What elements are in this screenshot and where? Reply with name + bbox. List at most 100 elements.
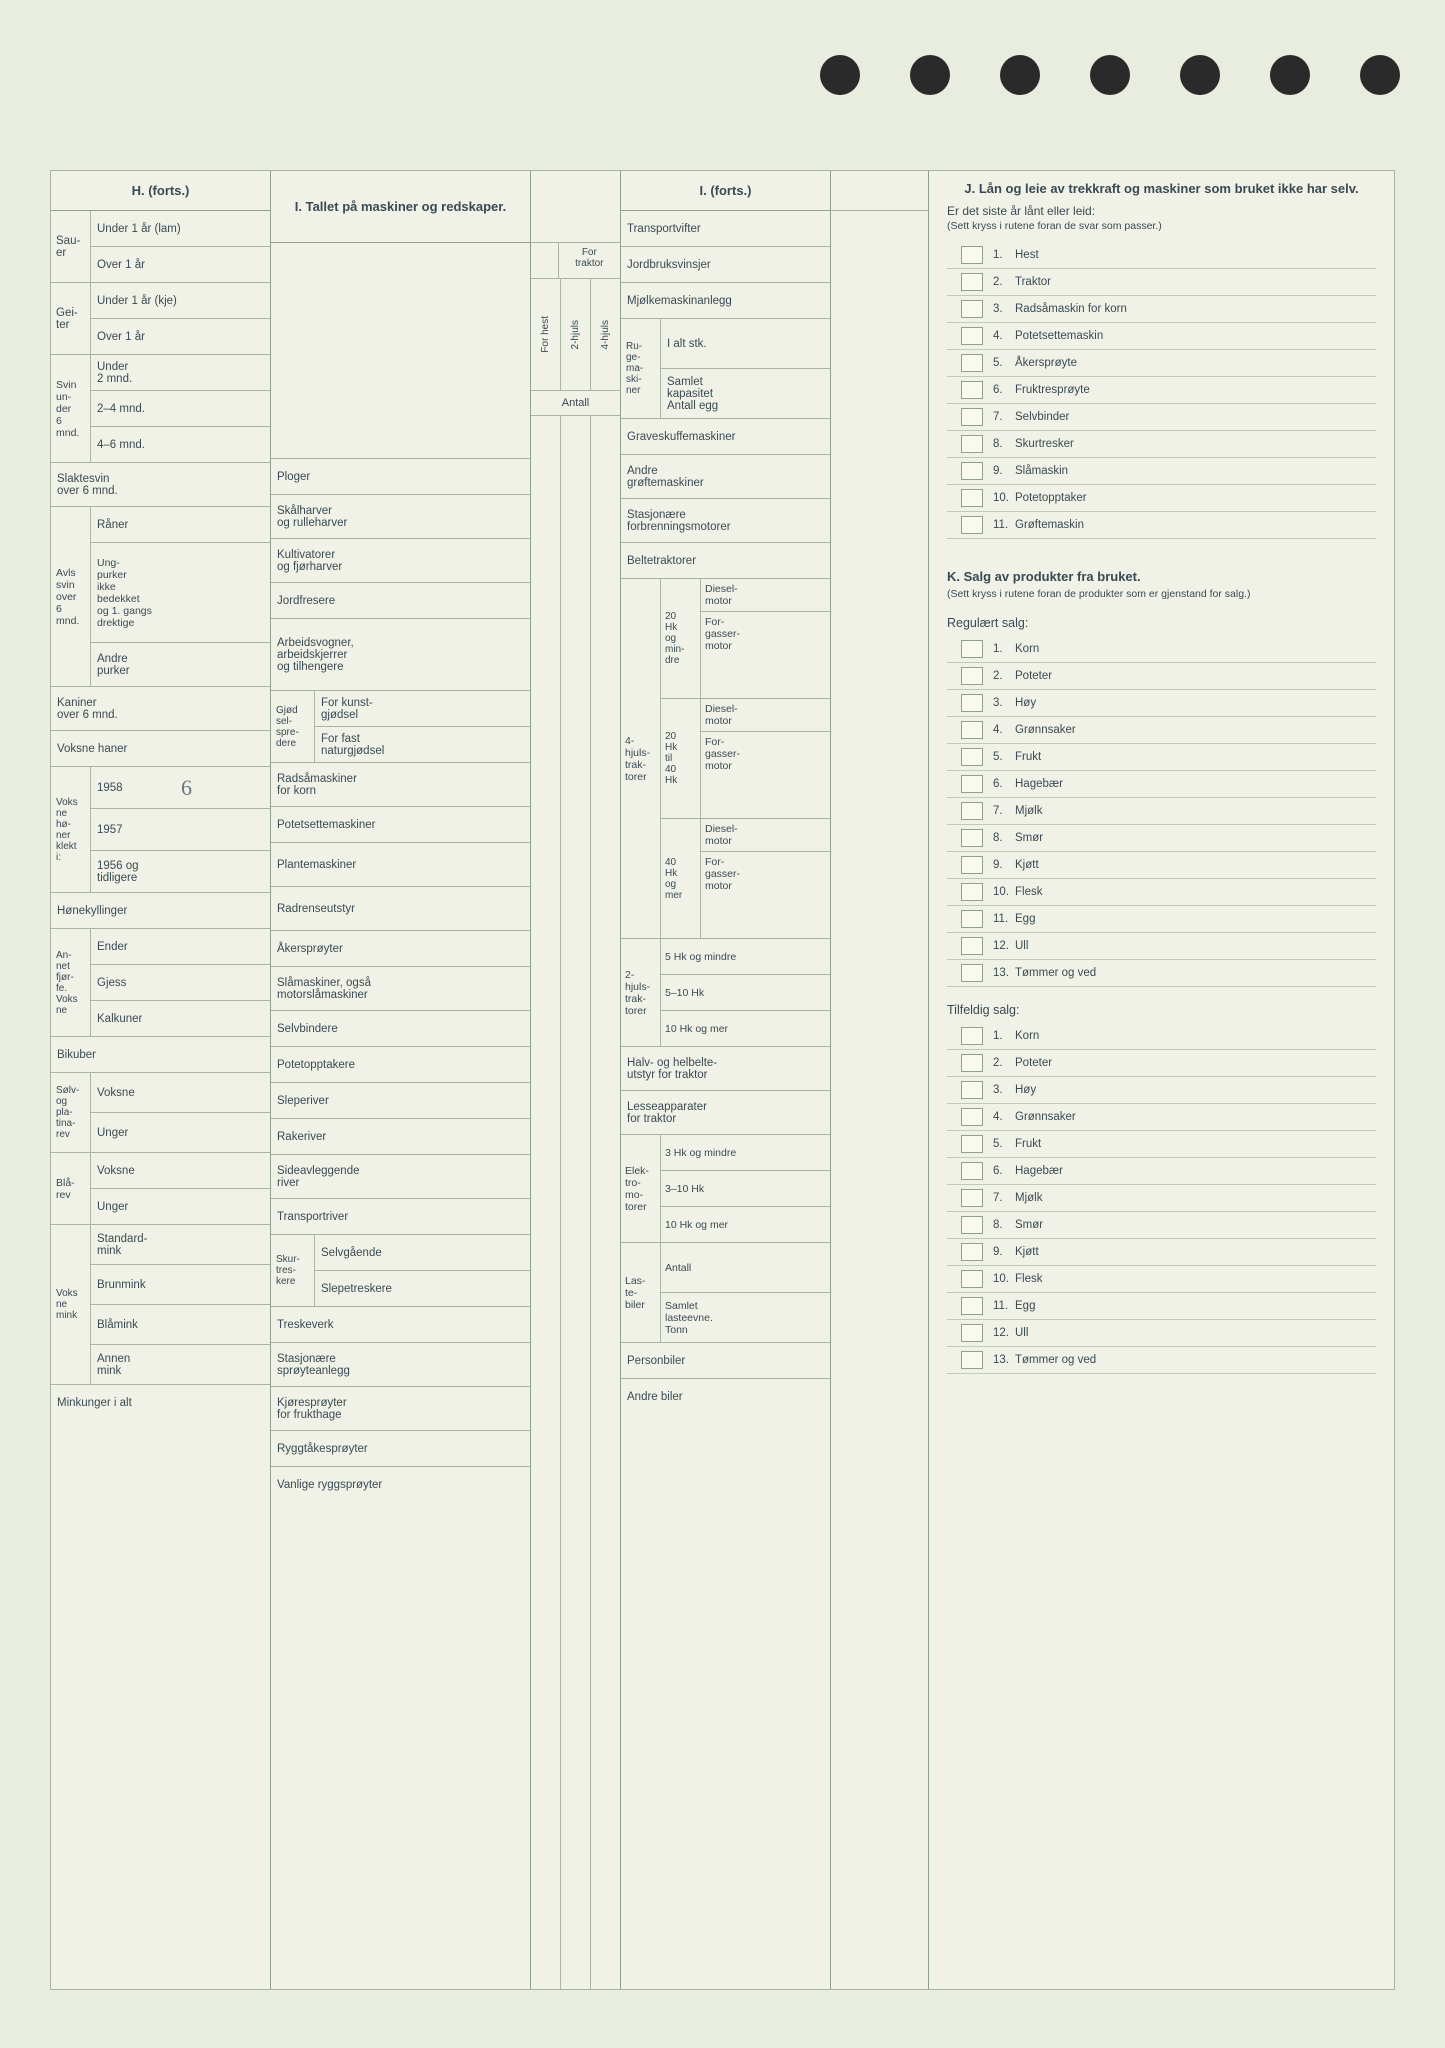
checkbox[interactable] xyxy=(961,381,983,399)
row-vanlige-rygg: Vanlige ryggsprøyter xyxy=(271,1467,530,1503)
row-1957: 1957 xyxy=(91,809,270,851)
checkbox[interactable] xyxy=(961,327,983,345)
checkbox[interactable] xyxy=(961,1108,983,1126)
item-label: Flesk xyxy=(1015,886,1042,898)
k-tilf-row: 5.Frukt xyxy=(947,1131,1376,1158)
checkbox[interactable] xyxy=(961,300,983,318)
row-diesel-2: Diesel- motor xyxy=(701,699,830,731)
row-samlet-kap: Samlet kapasitet Antall egg xyxy=(661,369,830,418)
item-label: Traktor xyxy=(1015,276,1051,288)
label-20hk-min: 20 Hk og min- dre xyxy=(661,579,701,698)
checkbox[interactable] xyxy=(961,1189,983,1207)
row-kultivatorer: Kultivatorer og fjørharver xyxy=(271,539,530,583)
checkbox[interactable] xyxy=(961,1324,983,1342)
checkbox[interactable] xyxy=(961,435,983,453)
k-tilf-row: 12.Ull xyxy=(947,1320,1376,1347)
checkbox[interactable] xyxy=(961,721,983,739)
row-transportvifter: Transportvifter xyxy=(621,211,830,247)
checkbox[interactable] xyxy=(961,802,983,820)
row-sau-over1: Over 1 år xyxy=(91,247,270,282)
checkbox[interactable] xyxy=(961,856,983,874)
checkbox[interactable] xyxy=(961,246,983,264)
k-tilf-row: 1.Korn xyxy=(947,1023,1376,1050)
checkbox[interactable] xyxy=(961,667,983,685)
hole-icon xyxy=(1270,55,1310,95)
checkbox[interactable] xyxy=(961,1054,983,1072)
checkbox[interactable] xyxy=(961,910,983,928)
header-i-forts: I. (forts.) xyxy=(621,171,830,211)
row-5-10hk: 5–10 Hk xyxy=(661,975,830,1010)
label-2hjuls-trak: 2- hjuls- trak- torer xyxy=(621,939,661,1046)
hole-icon xyxy=(820,55,860,95)
checkbox[interactable] xyxy=(961,964,983,982)
label-rugemaskiner: Ru- ge- ma- ski- ner xyxy=(621,319,661,418)
checkbox[interactable] xyxy=(961,1270,983,1288)
checkbox[interactable] xyxy=(961,462,983,480)
item-label: Selvbinder xyxy=(1015,411,1069,423)
j-row: 11.Grøftemaskin xyxy=(947,512,1376,539)
row-treskeverk: Treskeverk xyxy=(271,1307,530,1343)
k-reg-row: 12.Ull xyxy=(947,933,1376,960)
checkbox[interactable] xyxy=(961,1027,983,1045)
row-transportriver: Transportriver xyxy=(271,1199,530,1235)
checkbox[interactable] xyxy=(961,748,983,766)
k-tilf-row: 9.Kjøtt xyxy=(947,1239,1376,1266)
row-standardmink: Standard- mink xyxy=(91,1225,270,1265)
item-number: 5. xyxy=(993,357,1015,369)
item-label: Skurtresker xyxy=(1015,438,1074,450)
checkbox[interactable] xyxy=(961,1297,983,1315)
item-number: 7. xyxy=(993,411,1015,423)
checkbox[interactable] xyxy=(961,883,983,901)
item-label: Potetopptaker xyxy=(1015,492,1087,504)
row-blamink: Blåmink xyxy=(91,1305,270,1345)
hole-icon xyxy=(910,55,950,95)
checkbox[interactable] xyxy=(961,694,983,712)
label-2hjuls: 2-hjuls xyxy=(570,320,581,349)
item-number: 6. xyxy=(993,778,1015,790)
checkbox[interactable] xyxy=(961,1135,983,1153)
checkbox[interactable] xyxy=(961,1216,983,1234)
checkbox[interactable] xyxy=(961,640,983,658)
checkbox[interactable] xyxy=(961,829,983,847)
item-label: Poteter xyxy=(1015,670,1052,682)
checkbox[interactable] xyxy=(961,273,983,291)
checkbox[interactable] xyxy=(961,354,983,372)
k-tilf-row: 10.Flesk xyxy=(947,1266,1376,1293)
row-gei-over1: Over 1 år xyxy=(91,319,270,354)
row-sv-24: 2–4 mnd. xyxy=(91,391,270,427)
section-j: J. Lån og leie av trekkraft og maskiner … xyxy=(929,171,1394,1384)
row-honekyllinger: Hønekyllinger xyxy=(51,893,270,929)
item-number: 1. xyxy=(993,249,1015,261)
checkbox[interactable] xyxy=(961,516,983,534)
checkbox[interactable] xyxy=(961,1351,983,1369)
hole-icon xyxy=(1090,55,1130,95)
label-for-hest: For hest xyxy=(540,316,551,353)
title-k: K. Salg av produkter fra bruket. xyxy=(947,569,1376,584)
item-number: 2. xyxy=(993,276,1015,288)
row-3-10hk: 3–10 Hk xyxy=(661,1171,830,1206)
k-tilf-row: 11.Egg xyxy=(947,1293,1376,1320)
j-row: 3.Radsåmaskin for korn xyxy=(947,296,1376,323)
checkbox[interactable] xyxy=(961,408,983,426)
j-row: 4.Potetsettemaskin xyxy=(947,323,1376,350)
checkbox[interactable] xyxy=(961,1162,983,1180)
row-halvbelte: Halv- og helbelte- utstyr for traktor xyxy=(621,1047,830,1091)
item-label: Kjøtt xyxy=(1015,1246,1039,1258)
checkbox[interactable] xyxy=(961,937,983,955)
checkbox[interactable] xyxy=(961,1243,983,1261)
item-number: 12. xyxy=(993,1327,1015,1339)
item-number: 12. xyxy=(993,940,1015,952)
checkbox[interactable] xyxy=(961,489,983,507)
row-forgasser-3: For- gasser- motor xyxy=(701,852,830,896)
label-blarev: Blå- rev xyxy=(51,1153,91,1224)
row-ryggtake: Ryggtåkesprøyter xyxy=(271,1431,530,1467)
item-label: Radsåmaskin for korn xyxy=(1015,303,1127,315)
list-k-regulaert: 1.Korn2.Poteter3.Høy4.Grønnsaker5.Frukt6… xyxy=(947,636,1376,987)
column-i-forts: I. (forts.) Transportvifter Jordbruksvin… xyxy=(621,171,831,1989)
header-i: I. Tallet på maskiner og redskaper. xyxy=(271,171,530,243)
row-slaktesvin: Slaktesvin over 6 mnd. xyxy=(51,463,270,507)
checkbox[interactable] xyxy=(961,775,983,793)
item-label: Hest xyxy=(1015,249,1039,261)
checkbox[interactable] xyxy=(961,1081,983,1099)
header-h: H. (forts.) xyxy=(51,171,270,211)
